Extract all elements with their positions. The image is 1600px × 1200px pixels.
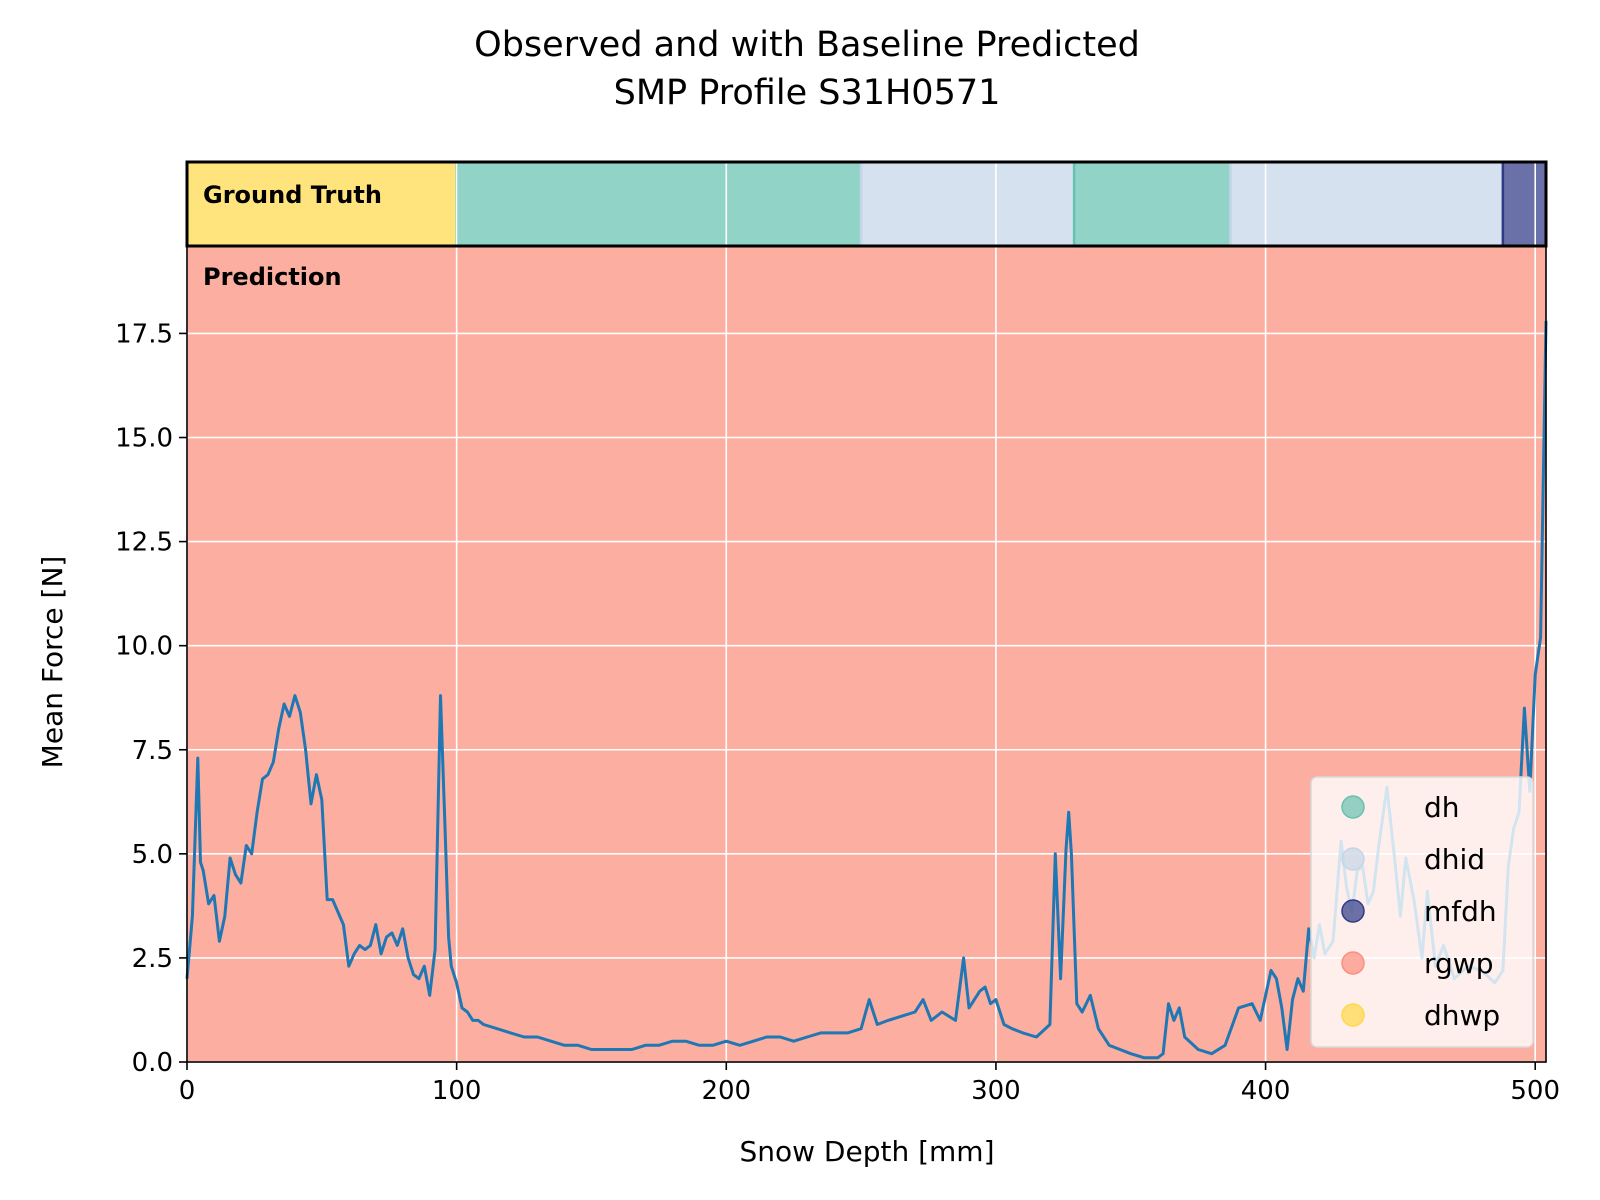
y-tick-label: 0.0	[132, 1048, 173, 1078]
legend-marker-rgwp	[1341, 951, 1365, 975]
y-axis-ticks: 0.0 2.5 5.0 7.5 10.0 12.5 15.0 17.5	[115, 319, 187, 1078]
legend-label-rgwp: rgwp	[1424, 947, 1493, 980]
legend-label-mfdh: mfdh	[1424, 895, 1497, 928]
x-tick-label: 200	[701, 1076, 751, 1106]
y-axis-label: Mean Force [N]	[36, 556, 69, 769]
ground-truth-band	[187, 162, 1546, 246]
x-axis-ticks: 0 100 200 300 400 500	[179, 1062, 1560, 1106]
ground-truth-segment-dhid	[1230, 162, 1503, 246]
ground-truth-label: Ground Truth	[203, 181, 382, 209]
ground-truth-segment-dh	[456, 162, 862, 246]
legend: dh dhid mfdh rgwp dhwp	[1310, 776, 1534, 1048]
ground-truth-segment-dhwp	[187, 162, 457, 246]
x-tick-label: 400	[1241, 1076, 1291, 1106]
plot-frame	[186, 245, 1547, 1063]
legend-marker-dhwp	[1341, 1003, 1365, 1027]
chart-title-line-2: SMP Profile S31H0571	[614, 73, 1001, 113]
legend-marker-dhid	[1341, 847, 1365, 871]
x-tick-label: 300	[971, 1076, 1021, 1106]
y-tick-label: 2.5	[132, 944, 173, 974]
x-axis-label: Snow Depth [mm]	[739, 1135, 994, 1168]
prediction-label: Prediction	[203, 263, 342, 291]
legend-label-dh: dh	[1424, 791, 1460, 824]
x-tick-label: 100	[432, 1076, 482, 1106]
y-tick-label: 12.5	[115, 528, 173, 558]
chart-title-line-1: Observed and with Baseline Predicted	[474, 25, 1140, 65]
y-tick-label: 5.0	[132, 840, 173, 870]
ground-truth-segment-dh	[1074, 162, 1231, 246]
x-tick-label: 0	[179, 1076, 196, 1106]
x-tick-label: 500	[1510, 1076, 1560, 1106]
y-tick-label: 7.5	[132, 736, 173, 766]
legend-marker-mfdh	[1341, 899, 1365, 923]
legend-label-dhwp: dhwp	[1424, 999, 1500, 1032]
plot-frames	[185, 160, 1548, 1063]
legend-label-dhid: dhid	[1424, 843, 1485, 876]
legend-marker-dh	[1341, 795, 1365, 819]
y-tick-label: 17.5	[115, 319, 173, 349]
ground-truth-segment-mfdh	[1502, 162, 1546, 246]
y-tick-label: 10.0	[115, 632, 173, 662]
legend-box	[1310, 776, 1534, 1048]
y-tick-label: 15.0	[115, 424, 173, 454]
ground-truth-segment-dhid	[861, 162, 1075, 246]
